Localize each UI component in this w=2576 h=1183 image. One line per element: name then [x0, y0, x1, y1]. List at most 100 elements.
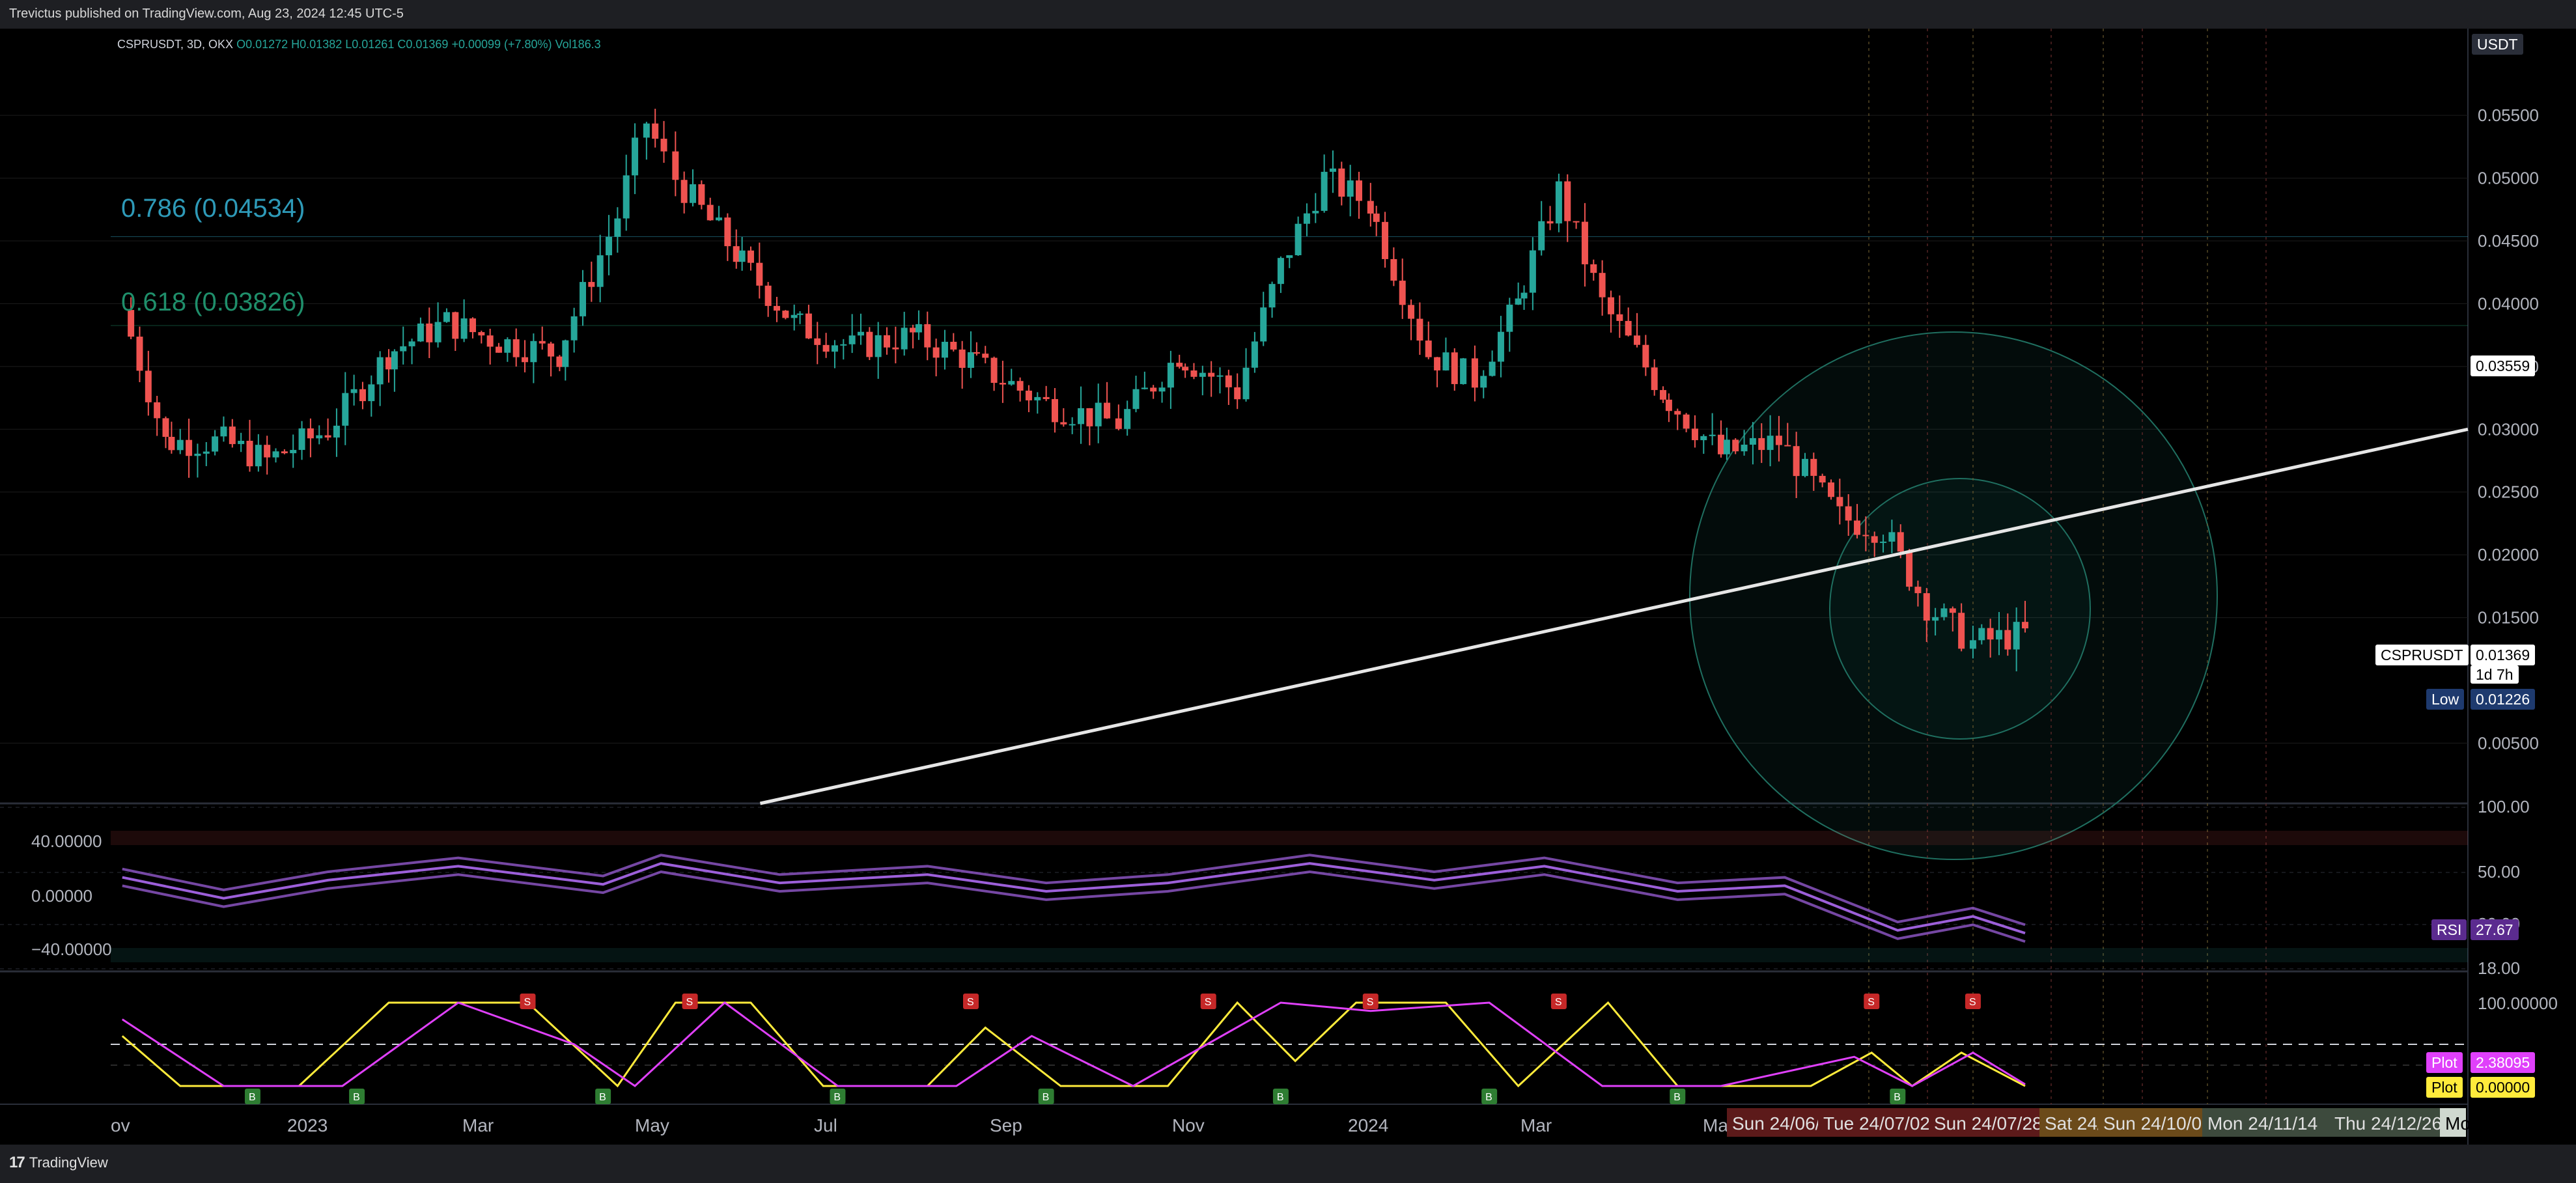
candle-body [1216, 375, 1224, 377]
chart-area[interactable]: 0.055000.050000.045000.040000.035000.030… [0, 29, 2576, 1145]
candle-body [1277, 258, 1284, 285]
candle-body [1923, 593, 1930, 621]
candle-body [1854, 520, 1861, 535]
candle-body [1564, 181, 1571, 221]
trendline [759, 427, 2469, 805]
candle-body [1312, 210, 1319, 214]
candle-body [417, 323, 424, 342]
candle-body [1043, 397, 1050, 399]
signal-marker [962, 994, 979, 1009]
signal-label: B [249, 1092, 256, 1103]
candle-body [857, 331, 864, 336]
candle-body [1497, 331, 1504, 362]
candle-body [1555, 181, 1562, 224]
candle-body [548, 343, 555, 357]
candle-body [376, 357, 384, 385]
candle-body [1880, 541, 1887, 543]
legend-change: +0.00099 (+7.80%) [451, 38, 552, 51]
price-tick-label: 0.02000 [2478, 545, 2539, 564]
candle-body [1329, 168, 1336, 172]
time-axis-label: May [635, 1115, 669, 1135]
candle-body [1709, 434, 1716, 436]
candle-body [478, 332, 485, 336]
candle-body [203, 451, 210, 454]
candle-body [443, 312, 450, 322]
candle-body [1674, 411, 1681, 415]
candle-body [1897, 532, 1904, 552]
candle-body [1480, 376, 1487, 388]
candle-body [1801, 458, 1808, 477]
candle-body [1914, 587, 1922, 594]
candle-body [756, 262, 763, 286]
candle-body [623, 175, 630, 219]
candle-body [385, 357, 392, 370]
tradingview-logo[interactable]: 17 TradingView [9, 1154, 108, 1172]
last-symbol-tag: CSPRUSDT [2375, 645, 2469, 665]
signal-marker [1200, 994, 1216, 1009]
candle-body [1767, 436, 1774, 451]
plot1-label-tag: Plot [2426, 1052, 2463, 1073]
candle-body [1819, 475, 1826, 483]
rsi-label-tag: RSI [2431, 919, 2467, 940]
candle-body [1665, 399, 1672, 411]
candle-body [982, 354, 989, 358]
signal-marker [1038, 1089, 1054, 1104]
candle-body [1660, 390, 1667, 400]
signal-label: S [1969, 997, 1976, 1008]
candle-body [840, 344, 847, 346]
candle-body [2022, 622, 2028, 629]
signal-label: B [1894, 1092, 1901, 1103]
candle-body [672, 151, 679, 180]
tradingview-mark-icon: 17 [9, 1154, 25, 1171]
candle-body [643, 123, 650, 138]
signal-label: B [599, 1092, 606, 1103]
chart-svg[interactable]: 0.055000.050000.045000.040000.035000.030… [0, 29, 2576, 1145]
candle-body [1367, 201, 1374, 214]
candle-body [1590, 264, 1597, 273]
signal-marker [244, 1089, 260, 1104]
candle-body [359, 389, 366, 402]
candle-body [1949, 608, 1956, 613]
projection-date-label: Tue 24/07/02 [1823, 1113, 1930, 1134]
candle-body [875, 335, 882, 357]
candle-body [145, 370, 152, 402]
candle-body [434, 322, 441, 342]
price-tick-label: 0.00500 [2478, 733, 2539, 753]
plot1-value-tag: 2.38095 [2471, 1052, 2536, 1073]
candle-body [154, 402, 161, 419]
candle-body [162, 418, 169, 437]
candle-body [452, 312, 459, 339]
candle-body [570, 316, 578, 341]
legend-high: H0.01382 [291, 38, 343, 51]
candle-body [866, 331, 873, 357]
candle-body [1176, 363, 1183, 367]
candle-body [1691, 428, 1698, 441]
projection-date-bg [2440, 1108, 2466, 1137]
candle-body [1741, 444, 1748, 452]
candle-body [539, 341, 546, 344]
osc-magenta-line [121, 1001, 2026, 1087]
candle-body [307, 428, 314, 439]
candle-body [176, 439, 184, 451]
candle-body [1625, 320, 1632, 336]
candle-body [212, 436, 219, 452]
candle-body [999, 383, 1006, 385]
rsi-line [122, 862, 2026, 935]
candle-body [186, 439, 193, 456]
candle-body [1506, 304, 1513, 332]
rsi-right-tick: 50.00 [2478, 862, 2520, 882]
signal-marker [520, 994, 536, 1009]
signal-marker [1550, 994, 1567, 1009]
candle-body [1408, 305, 1415, 319]
time-axis-label: 2024 [1348, 1115, 1388, 1135]
candle-body [1723, 439, 1730, 454]
candle-body [324, 435, 331, 438]
candle-body [1425, 341, 1432, 357]
candle-body [796, 313, 804, 315]
candle-body [1784, 445, 1791, 447]
candle-body [941, 341, 948, 358]
candle-body [588, 282, 595, 287]
projection-date-bg [2329, 1108, 2459, 1137]
currency-button[interactable]: USDT [2472, 34, 2523, 55]
candle-body [1717, 434, 1724, 454]
